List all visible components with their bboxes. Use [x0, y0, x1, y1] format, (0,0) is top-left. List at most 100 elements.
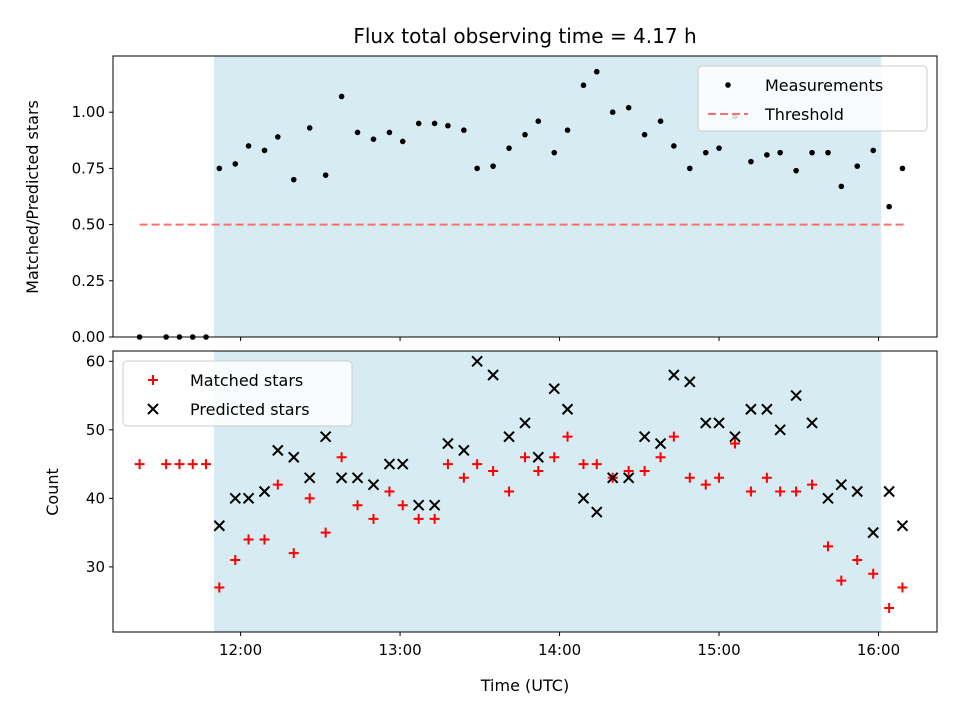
predicted-star-point	[335, 472, 348, 484]
matched-star-point	[684, 472, 695, 483]
legend: Matched stars Predicted stars	[122, 360, 353, 427]
predicted-star-point	[367, 478, 380, 491]
measurement-point	[445, 122, 451, 129]
measurement-point	[322, 172, 329, 178]
y-tick-label: 0.25	[72, 272, 105, 290]
matched-star-point	[714, 472, 725, 483]
matched-star-point	[320, 527, 331, 538]
matched-star-point	[134, 459, 145, 470]
predicted-star-point	[288, 451, 300, 463]
matched-star-point	[700, 479, 711, 490]
matched-star-point	[591, 459, 602, 470]
measurement-point	[809, 149, 815, 156]
matched-star-point	[187, 459, 198, 470]
y-tick-label: 50	[86, 421, 105, 439]
legend: Measurements Threshold	[697, 65, 928, 132]
predicted-star-point	[591, 506, 603, 518]
matched-star-point	[578, 459, 589, 470]
predicted-star-point	[487, 369, 499, 381]
predicted-star-point	[638, 430, 651, 443]
y-tick-label: 30	[86, 558, 105, 576]
legend-label: Predicted stars	[190, 400, 310, 419]
y-tick-label: 40	[86, 489, 105, 507]
predicted-star-point	[729, 430, 741, 443]
measurement-point	[854, 163, 861, 169]
measurement-point	[232, 161, 239, 167]
matched-star-point	[161, 459, 172, 470]
predicted-star-point	[213, 520, 226, 532]
predicted-star-point	[428, 499, 441, 511]
legend-predicted-swatch	[147, 403, 159, 415]
predicted-star-point	[668, 369, 680, 381]
matched-star-point	[472, 459, 483, 470]
measurement-point	[551, 149, 558, 156]
measurement-point	[671, 143, 677, 149]
x-tick-label: 15:00	[697, 641, 740, 659]
legend-box	[697, 65, 928, 132]
matched-star-point	[836, 575, 847, 586]
matched-star-point	[504, 486, 515, 497]
matched-star-point	[272, 479, 283, 490]
predicted-star-point	[458, 444, 470, 457]
measurement-point	[641, 131, 648, 138]
measurement-point	[777, 149, 783, 156]
matched-star-point	[174, 459, 185, 470]
matched-star-point	[488, 465, 499, 476]
predicted-star-point	[700, 417, 712, 429]
legend-label: Measurements	[765, 76, 883, 95]
predicted-star-point	[229, 492, 241, 505]
axes-frame	[112, 55, 938, 338]
axes-frame	[112, 350, 938, 633]
matched-star-point	[243, 534, 254, 545]
top-panel: 0.00 0.25 0.50 0.75 1.00 Measurements Threshol…	[72, 55, 938, 346]
predicted-star-point	[883, 485, 895, 498]
y-tick-label: 0.50	[72, 216, 105, 234]
legend-label: Threshold	[764, 105, 844, 124]
measurement-point	[216, 165, 223, 172]
predicted-star-point	[867, 526, 879, 539]
predicted-star-point	[412, 499, 425, 511]
measurement-point	[431, 120, 438, 127]
matched-star-point	[852, 555, 863, 566]
matched-star-point	[562, 431, 573, 442]
matched-star-point	[761, 472, 772, 483]
x-axis-label: Time (UTC)	[480, 676, 569, 695]
matched-star-point	[807, 479, 818, 490]
matched-star-point	[230, 555, 241, 566]
measurement-point	[793, 167, 799, 174]
matched-star-point	[745, 486, 756, 497]
matched-star-point	[897, 582, 908, 593]
matched-star-point	[458, 472, 469, 483]
measurement-point	[870, 147, 877, 154]
y-tick-label: 0.75	[72, 159, 105, 177]
matched-star-point	[442, 459, 453, 470]
legend-measurement-swatch	[725, 82, 731, 88]
measurement-point	[702, 149, 709, 156]
matched-star-point	[336, 452, 347, 463]
predicted-star-point	[532, 451, 544, 463]
measurement-point	[306, 125, 313, 131]
measurement-point	[838, 183, 845, 190]
predicted-star-point	[351, 472, 364, 484]
measurement-point	[886, 203, 892, 210]
predicted-star-point	[713, 417, 725, 429]
predicted-star-point	[622, 472, 635, 484]
matched-star-point	[304, 493, 315, 504]
predicted-star-point	[790, 389, 802, 402]
predicted-star-point	[242, 492, 255, 505]
measurement-point	[899, 165, 906, 172]
measurement-point	[415, 120, 422, 127]
measurement-point	[687, 165, 693, 172]
predicted-star-point	[896, 520, 909, 532]
y-tick-label: 0.00	[72, 328, 105, 346]
matched-star-point	[623, 465, 634, 476]
legend-box	[122, 360, 353, 427]
measurement-point	[370, 136, 377, 142]
x-tick-label: 13:00	[378, 641, 421, 659]
predicted-star-point	[397, 458, 409, 470]
matched-star-point	[201, 459, 212, 470]
x-tick-label: 14:00	[538, 641, 581, 659]
predicted-star-point	[822, 492, 834, 505]
predicted-star-point	[774, 424, 786, 436]
